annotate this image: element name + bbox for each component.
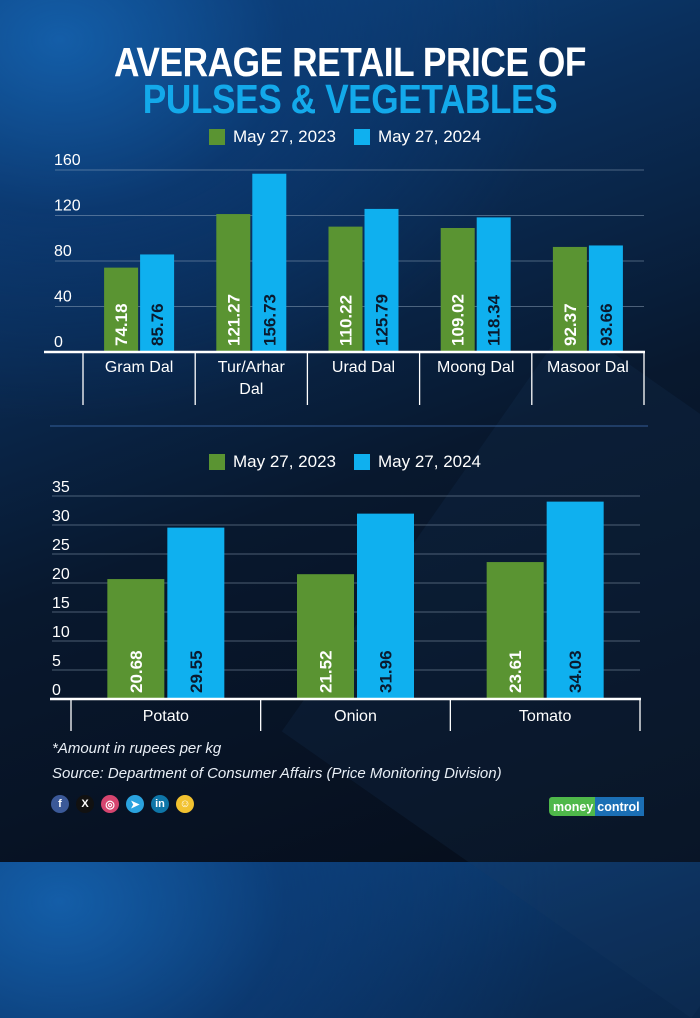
category-label: Tomato xyxy=(519,708,572,725)
data-label: 110.22 xyxy=(337,295,356,346)
charts-canvas: 0 40 80 120 160 74.18 85.76 Gram Dal 121.27 156.7… xyxy=(44,152,648,731)
x-icon[interactable]: X xyxy=(76,795,94,813)
bar-2024 xyxy=(546,501,604,699)
legend-swatch-2023 xyxy=(208,129,225,145)
bar-2023 xyxy=(486,562,544,699)
data-label: 93.66 xyxy=(597,303,616,346)
data-label: 29.55 xyxy=(187,650,206,693)
data-label: 74.18 xyxy=(112,303,131,346)
data-label: 23.61 xyxy=(506,650,525,693)
data-label: 156.73 xyxy=(260,294,279,346)
y-tick-label: 15 xyxy=(52,595,70,612)
chart-vegetables: 0 5 10 15 20 25 30 35 20.68 29.55 Potato 21.52 31.96… xyxy=(50,479,641,731)
category-label: Potato xyxy=(143,708,189,725)
y-tick-label: 80 xyxy=(54,243,72,260)
y-tick-label: 20 xyxy=(52,566,70,583)
data-label: 20.68 xyxy=(127,650,146,693)
source-note: Source: Department of Consumer Affairs (… xyxy=(52,765,502,782)
data-label: 109.02 xyxy=(449,294,468,346)
logo-part-control: control xyxy=(595,797,644,816)
bar-2023 xyxy=(552,246,587,352)
legend-swatch-2023 xyxy=(208,454,225,470)
y-tick-label: 30 xyxy=(52,508,70,525)
y-tick-label: 40 xyxy=(54,289,72,306)
linkedin-icon[interactable]: in xyxy=(151,795,169,813)
category-label: Tur/Arhar xyxy=(218,359,286,376)
data-label: 31.96 xyxy=(377,650,396,693)
moneycontrol-logo: money control xyxy=(549,797,644,816)
data-label: 121.27 xyxy=(224,294,243,346)
facebook-icon[interactable]: f xyxy=(51,795,69,813)
bar-2024 xyxy=(364,208,399,352)
title-line-1: AVERAGE RETAIL PRICE OF xyxy=(113,39,587,85)
legend-swatch-2024 xyxy=(354,454,370,470)
category-label: Masoor Dal xyxy=(547,359,629,376)
legend-label-2023: May 27, 2023 xyxy=(232,452,336,471)
legend-label-2023: May 27, 2023 xyxy=(232,127,336,146)
bar-2023 xyxy=(328,226,363,352)
bar-2024 xyxy=(167,527,225,699)
category-label: Dal xyxy=(239,381,263,398)
legend-swatch-2024 xyxy=(354,129,370,145)
bar-2023 xyxy=(216,214,251,352)
y-tick-label: 5 xyxy=(52,653,61,670)
legend-pulses: May 27, 2023 May 27, 2024 xyxy=(0,127,700,147)
data-label: 118.34 xyxy=(485,294,504,346)
data-label: 125.79 xyxy=(373,294,392,346)
category-label: Onion xyxy=(334,708,377,725)
telegram-icon[interactable]: ➤ xyxy=(126,795,144,813)
y-tick-label: 35 xyxy=(52,479,70,496)
data-label: 21.52 xyxy=(317,650,336,693)
bar-2024 xyxy=(140,254,175,352)
bar-2024 xyxy=(588,245,623,352)
bar-2024 xyxy=(476,217,511,352)
snapchat-icon[interactable]: ☺ xyxy=(176,795,194,813)
social-icons: f X ◎ ➤ in ☺ xyxy=(51,795,194,813)
data-label: 85.76 xyxy=(148,303,167,346)
y-tick-label: 0 xyxy=(54,334,63,351)
y-tick-label: 160 xyxy=(54,152,81,169)
y-tick-label: 25 xyxy=(52,537,70,554)
logo-part-money: money xyxy=(549,797,596,816)
data-label: 34.03 xyxy=(566,650,585,693)
category-label: Gram Dal xyxy=(105,359,173,376)
category-label: Urad Dal xyxy=(332,359,395,376)
instagram-icon[interactable]: ◎ xyxy=(101,795,119,813)
bar-2024 xyxy=(252,173,287,352)
legend-label-2024: May 27, 2024 xyxy=(378,452,482,471)
y-tick-label: 120 xyxy=(54,198,81,215)
category-label: Moong Dal xyxy=(437,359,514,376)
data-label: 92.37 xyxy=(561,303,580,346)
unit-note: *Amount in rupees per kg xyxy=(52,740,222,757)
bar-2024 xyxy=(357,513,414,699)
y-tick-label: 0 xyxy=(52,682,61,699)
bar-2023 xyxy=(104,267,139,352)
title-line-2: PULSES & VEGETABLES xyxy=(142,76,558,122)
legend-vegetables: May 27, 2023 May 27, 2024 xyxy=(0,452,700,472)
bar-2023 xyxy=(297,574,354,699)
chart-pulses: 0 40 80 120 160 74.18 85.76 Gram Dal 121.27 156.7… xyxy=(44,152,645,405)
bar-2023 xyxy=(107,579,165,699)
y-tick-label: 10 xyxy=(52,624,70,641)
legend-label-2024: May 27, 2024 xyxy=(378,127,482,146)
bar-2023 xyxy=(440,227,475,352)
